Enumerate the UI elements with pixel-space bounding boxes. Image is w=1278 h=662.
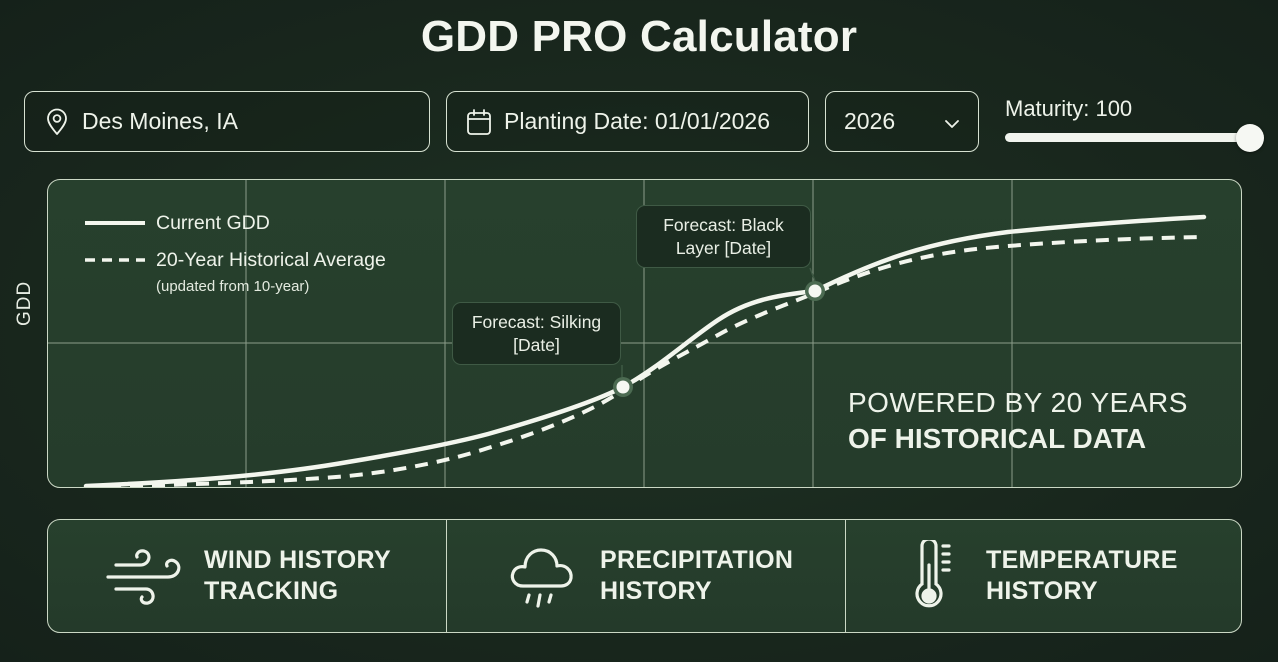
- planting-date-value: Planting Date: 01/01/2026: [504, 108, 770, 134]
- rain-cloud-icon: [502, 541, 582, 611]
- feature-label: TRACKING: [204, 577, 339, 605]
- black-layer-forecast-callout: Forecast: Black Layer [Date]: [636, 205, 811, 268]
- feature-label: PRECIPITATION: [600, 546, 794, 574]
- location-value: Des Moines, IA: [82, 108, 238, 134]
- maturity-label: Maturity: 100: [1005, 96, 1133, 121]
- maturity-slider-thumb[interactable]: [1236, 124, 1264, 152]
- callout-line: Layer [Date]: [675, 238, 772, 258]
- chart-legend: Current GDD 20-Year Historical Average: [85, 210, 386, 284]
- thermometer-icon: [894, 540, 974, 611]
- legend-label: 20-Year Historical Average: [156, 248, 386, 271]
- silking-forecast-callout: Forecast: Silking [Date]: [452, 302, 621, 365]
- legend-label: Current GDD: [156, 211, 270, 234]
- feature-label: HISTORY: [600, 577, 712, 605]
- planting-date-input[interactable]: Planting Date: 01/01/2026: [446, 91, 809, 152]
- location-input[interactable]: Des Moines, IA: [24, 91, 430, 152]
- current-gdd-line: [83, 214, 1207, 487]
- wind-icon: [106, 541, 186, 611]
- callout-line: Forecast: Silking: [471, 312, 602, 332]
- black-layer-marker: [808, 284, 822, 298]
- map-pin-icon: [44, 108, 70, 136]
- tagline-line2: OF HISTORICAL DATA: [848, 423, 1147, 454]
- feature-bar: WIND HISTORY TRACKING PRECIPITATION HIST…: [47, 519, 1242, 633]
- page-title: GDD PRO Calculator: [420, 12, 858, 61]
- callout-line: Forecast: Black: [663, 215, 784, 235]
- callout-line: [Date]: [513, 335, 560, 355]
- feature-label: TEMPERATURE: [986, 546, 1178, 574]
- year-value: 2026: [844, 108, 896, 134]
- chevron-down-icon: [944, 108, 960, 135]
- chart-plot: [48, 180, 1241, 487]
- solid-line-swatch-icon: [85, 221, 145, 225]
- feature-label: WIND HISTORY: [204, 546, 391, 574]
- legend-note: (updated from 10-year): [156, 278, 310, 295]
- calendar-icon: [466, 108, 492, 136]
- feature-temperature-history[interactable]: TEMPERATURE HISTORY: [845, 520, 1240, 632]
- legend-current-gdd: Current GDD: [85, 210, 386, 236]
- silking-marker: [616, 380, 630, 394]
- feature-label: HISTORY: [986, 577, 1098, 605]
- year-select[interactable]: 2026: [825, 91, 979, 152]
- tagline-line1: POWERED BY 20 YEARS: [848, 387, 1188, 418]
- dashed-line-swatch-icon: [85, 258, 145, 262]
- feature-precipitation-history[interactable]: PRECIPITATION HISTORY: [446, 520, 845, 632]
- y-axis-label: GDD: [14, 280, 35, 326]
- historical-average-line: [85, 235, 1205, 487]
- feature-wind-history[interactable]: WIND HISTORY TRACKING: [48, 520, 446, 632]
- legend-historical-average: 20-Year Historical Average: [85, 247, 386, 273]
- maturity-slider-track[interactable]: [1005, 133, 1245, 142]
